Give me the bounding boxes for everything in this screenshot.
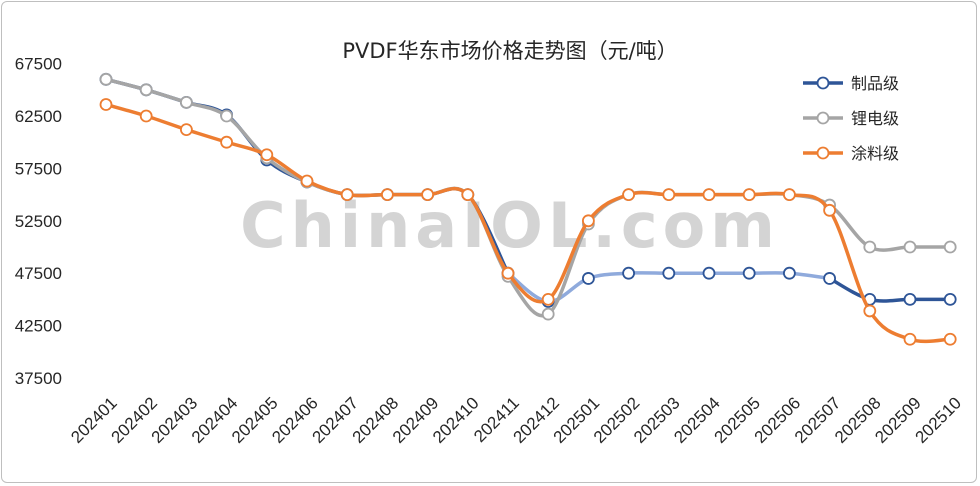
y-tick-label: 52500 — [15, 212, 62, 231]
y-tick-label: 67500 — [15, 55, 62, 74]
data-point — [179, 95, 193, 109]
legend-item: 锂电级 — [803, 109, 899, 128]
series-line — [105, 102, 951, 344]
data-point — [541, 307, 555, 321]
data-point — [662, 188, 676, 202]
data-point — [582, 214, 595, 228]
y-tick-label: 57500 — [15, 159, 62, 178]
x-axis: 2024012024022024032024042024052024062024… — [67, 393, 965, 447]
watermark: ChinaIOL.com — [240, 189, 780, 262]
legend-item: 涂料级 — [803, 144, 899, 163]
legend-item: 制品级 — [803, 74, 899, 93]
data-point — [260, 148, 274, 162]
data-point — [220, 135, 234, 149]
y-tick-label: 47500 — [15, 264, 62, 283]
data-point — [99, 72, 113, 86]
data-point — [340, 188, 354, 202]
legend-label: 制品级 — [851, 74, 899, 93]
data-point — [903, 292, 917, 306]
data-point — [863, 240, 877, 254]
data-point — [783, 266, 796, 280]
data-point — [220, 109, 234, 123]
x-tick-label: 202510 — [911, 393, 965, 447]
legend-label: 锂电级 — [851, 109, 899, 128]
legend-swatch-marker — [816, 111, 830, 125]
data-point — [380, 188, 394, 202]
data-point — [622, 266, 635, 280]
data-point — [783, 188, 796, 202]
y-tick-label: 62500 — [15, 107, 62, 126]
data-point — [742, 266, 756, 280]
y-tick-label: 42500 — [15, 317, 62, 336]
data-point — [742, 188, 756, 202]
data-point — [943, 292, 957, 306]
data-point — [823, 203, 836, 217]
plot-area — [99, 72, 957, 346]
data-point — [863, 304, 877, 318]
data-point — [702, 188, 716, 202]
data-point — [139, 83, 153, 97]
data-point — [99, 98, 113, 111]
legend-swatch-marker — [816, 146, 830, 160]
data-point — [823, 272, 836, 285]
data-point — [702, 266, 716, 280]
data-point — [903, 240, 917, 254]
data-point — [662, 266, 676, 280]
data-point — [622, 188, 635, 202]
data-point — [943, 332, 957, 346]
legend-label: 涂料级 — [851, 144, 899, 163]
x-tick-label: 202410 — [429, 393, 483, 447]
y-axis: 37500 42500 47500 52500 57500 62500 67500 — [15, 55, 62, 388]
data-point — [300, 174, 314, 188]
chart-title: PVDF华东市场价格走势图（元/吨） — [342, 39, 677, 63]
data-point — [541, 292, 555, 306]
data-point — [139, 109, 153, 123]
data-point — [421, 188, 435, 202]
data-point — [461, 188, 475, 202]
y-tick-label: 37500 — [15, 369, 62, 388]
data-point — [903, 332, 917, 346]
data-point — [501, 266, 515, 280]
data-point — [179, 123, 193, 137]
data-point — [582, 272, 595, 285]
data-point — [943, 240, 957, 254]
series-3 — [99, 98, 957, 346]
series-line — [828, 276, 951, 303]
legend-swatch-marker — [816, 76, 830, 90]
